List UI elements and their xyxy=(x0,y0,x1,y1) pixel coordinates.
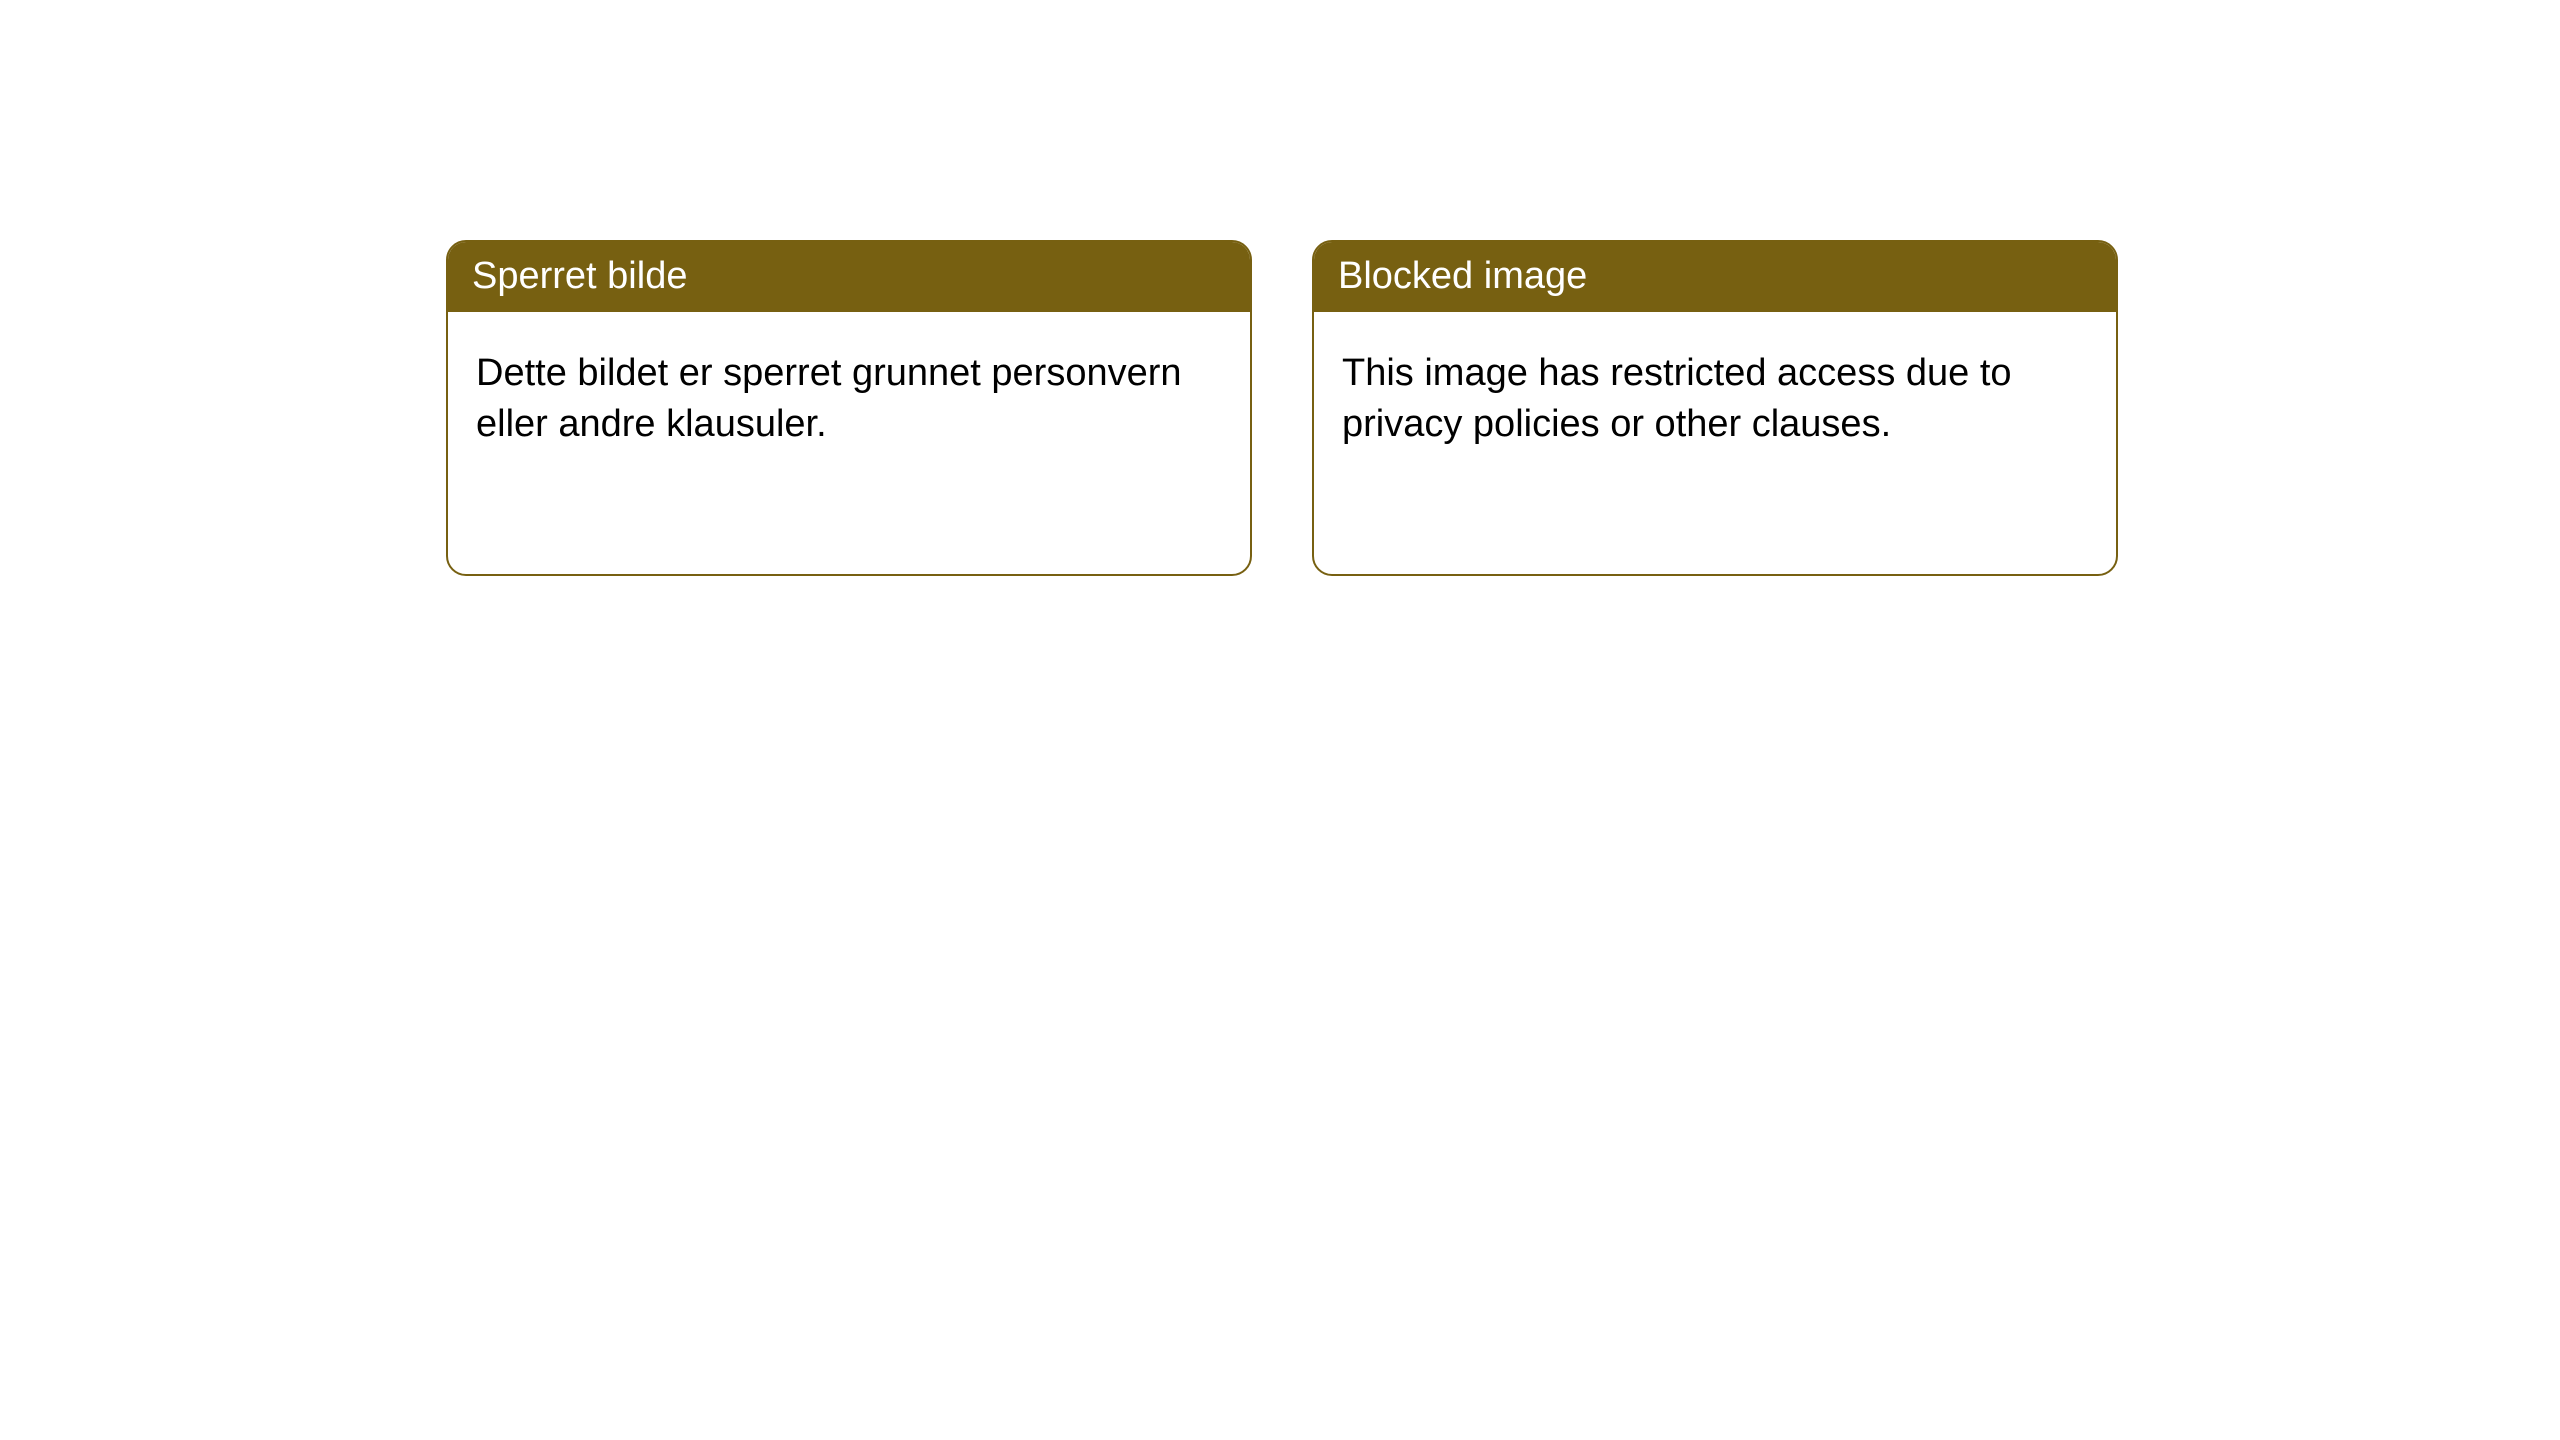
card-body-no: Dette bildet er sperret grunnet personve… xyxy=(448,312,1250,487)
card-body-text-no: Dette bildet er sperret grunnet personve… xyxy=(476,352,1182,445)
blocked-image-card-no: Sperret bilde Dette bildet er sperret gr… xyxy=(446,240,1252,576)
card-body-en: This image has restricted access due to … xyxy=(1314,312,2116,487)
card-title-en: Blocked image xyxy=(1338,255,1587,297)
card-title-no: Sperret bilde xyxy=(472,255,687,297)
card-header-en: Blocked image xyxy=(1314,242,2116,312)
card-body-text-en: This image has restricted access due to … xyxy=(1342,352,2012,445)
cards-container: Sperret bilde Dette bildet er sperret gr… xyxy=(0,0,2560,576)
card-header-no: Sperret bilde xyxy=(448,242,1250,312)
blocked-image-card-en: Blocked image This image has restricted … xyxy=(1312,240,2118,576)
